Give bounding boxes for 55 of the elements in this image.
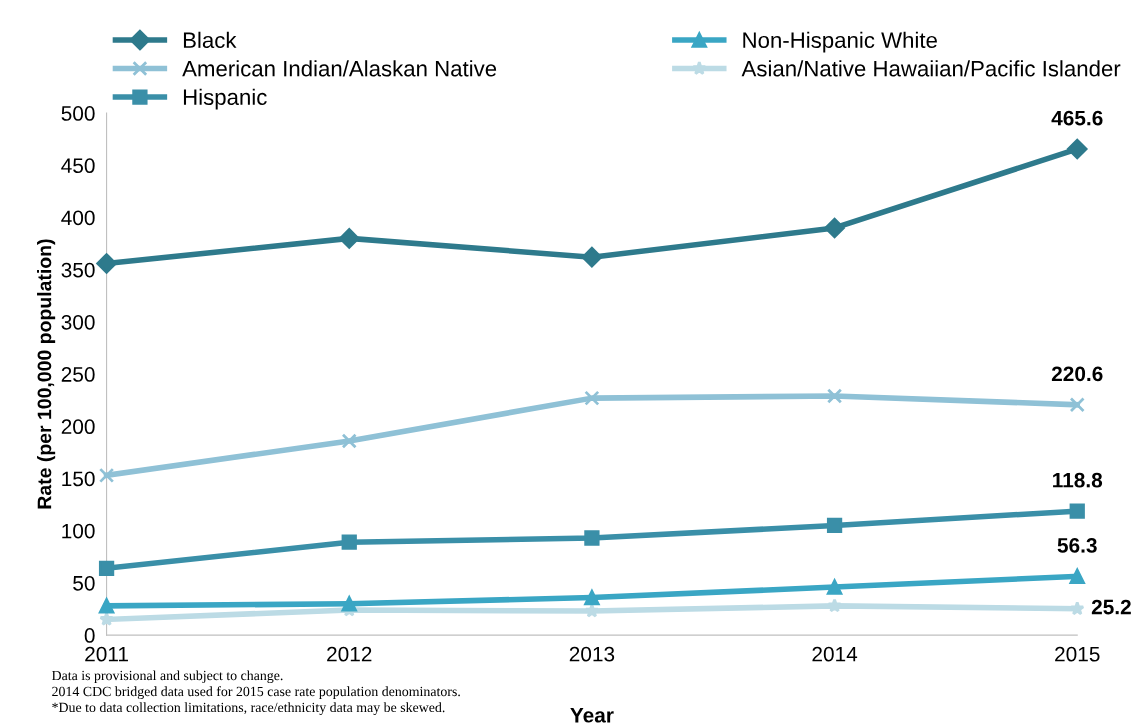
legend-label: Black: [183, 31, 237, 49]
y-tick-label: 50: [73, 575, 95, 591]
point: [96, 253, 117, 274]
text: 2014 CDC bridged data used for 2015 case rate population denominators.: [52, 686, 460, 699]
x-tick-label: 2015: [1055, 646, 1100, 662]
point: [341, 433, 357, 449]
legend-label: Hispanic: [183, 88, 267, 110]
point: [584, 589, 600, 606]
point: [98, 560, 115, 576]
legend-label: Asian/Native Hawaiian/Pacific Islander: [741, 60, 1121, 77]
point: [581, 246, 603, 268]
y-tick-label: 200: [61, 419, 95, 435]
point: [98, 467, 115, 484]
data-label: 25.2: [1091, 599, 1131, 615]
text: *Due to data collection limitations, race/ethnicity data may be skewed.: [52, 702, 445, 715]
point: [584, 390, 600, 406]
data-label: 220.6: [1051, 366, 1103, 382]
point: [99, 611, 114, 626]
y-axis-title: Rate (per 100,000 population): [37, 239, 56, 509]
data-label: 465.6: [1051, 110, 1103, 126]
y-tick-label: 500: [61, 106, 95, 121]
data-label: 56.3: [1057, 538, 1097, 553]
point: [1069, 601, 1085, 616]
point: [341, 534, 357, 550]
point: [1067, 138, 1088, 160]
point: [826, 579, 843, 595]
point: [826, 517, 843, 534]
point: [826, 388, 843, 404]
x-tick-label: 2012: [327, 646, 372, 662]
point: [1069, 397, 1085, 413]
point: [584, 603, 600, 618]
y-tick-label: 150: [62, 471, 95, 487]
x-axis-title: Year: [570, 708, 614, 723]
y-tick-label: 350: [61, 262, 95, 278]
x-tick-label: 2013: [569, 646, 615, 662]
y-tick-label: 400: [61, 210, 95, 226]
y-tick-label: 300: [61, 314, 95, 330]
point: [339, 228, 360, 249]
x-tick-label: 2011: [85, 646, 128, 662]
text: Data is provisional and subject to change.: [51, 670, 283, 684]
legend-label: Non-Hispanic White: [743, 31, 937, 53]
point: [824, 217, 845, 239]
y-tick-label: 250: [61, 367, 95, 382]
point: [98, 598, 115, 614]
legend-label: American Indian/Alaskan Native: [182, 60, 497, 77]
x-tick-label: 2014: [812, 646, 858, 662]
point: [827, 598, 842, 613]
y-tick-label: 100: [62, 523, 95, 539]
data-label: 118.8: [1053, 472, 1103, 488]
y-tick-label: 450: [61, 158, 95, 174]
point: [1069, 503, 1085, 519]
y-tick-label: 0: [84, 628, 95, 643]
point: [341, 596, 357, 612]
point: [584, 530, 600, 546]
point: [1069, 568, 1085, 584]
